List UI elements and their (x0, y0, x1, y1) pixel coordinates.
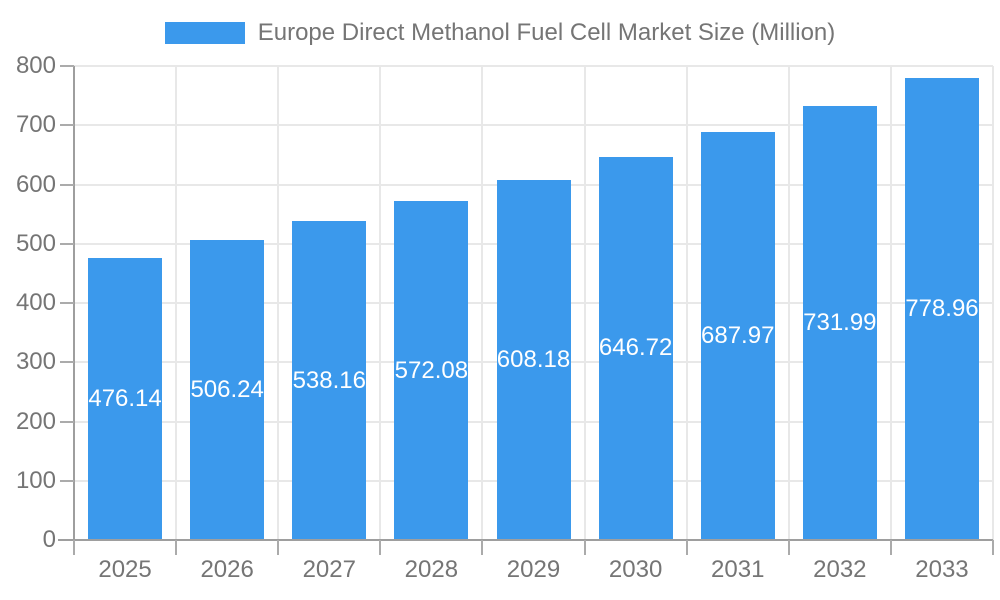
x-axis-tick (175, 540, 178, 555)
y-axis-tick (60, 183, 74, 186)
y-tick-label: 100 (15, 466, 56, 494)
x-axis-line (58, 539, 993, 541)
gridline-vertical (583, 66, 586, 540)
bar-value-label: 778.96 (905, 295, 979, 323)
y-tick-label: 300 (15, 348, 56, 376)
bar-value-label: 538.16 (292, 366, 366, 394)
gridline-vertical (481, 66, 484, 540)
gridline-horizontal (74, 65, 993, 67)
x-axis-tick (685, 540, 688, 555)
x-tick-label: 2026 (200, 556, 254, 583)
bar-2033[interactable]: 778.96 (904, 78, 979, 540)
bar-value-label: 608.18 (496, 345, 571, 373)
y-tick-label: 700 (15, 111, 56, 139)
legend-swatch[interactable] (164, 22, 245, 44)
x-axis-tick (481, 540, 484, 555)
bar-2025[interactable]: 476.14 (88, 257, 163, 540)
bar-2030[interactable]: 646.72 (598, 156, 673, 540)
x-tick-label: 2025 (98, 556, 152, 583)
bar-value-label: 476.14 (88, 384, 162, 412)
bar-value-label: 687.97 (701, 322, 775, 350)
y-axis-tick (60, 65, 74, 67)
bar-value-label: 731.99 (803, 309, 877, 337)
gridline-vertical (277, 66, 280, 540)
gridline-vertical (175, 66, 178, 540)
gridline-vertical (379, 66, 382, 540)
y-axis-tick (60, 124, 74, 127)
y-tick-label: 800 (15, 52, 56, 79)
y-tick-label: 200 (15, 407, 56, 435)
y-tick-label: 0 (42, 526, 56, 553)
y-tick-label: 500 (15, 229, 56, 257)
x-axis-tick (787, 540, 790, 555)
y-axis-line (73, 66, 75, 555)
x-axis-tick (277, 540, 280, 555)
bar-2031[interactable]: 687.97 (700, 132, 775, 540)
y-axis-tick (60, 361, 74, 364)
gridline-vertical (787, 66, 790, 540)
gridline-horizontal (74, 124, 993, 127)
y-tick-label: 600 (15, 170, 56, 198)
y-tick-label: 400 (15, 289, 56, 316)
x-tick-label: 2032 (813, 556, 867, 583)
bar-2032[interactable]: 731.99 (802, 106, 877, 540)
bar-value-label: 646.72 (598, 334, 673, 362)
x-tick-label: 2031 (711, 556, 765, 583)
bar-value-label: 506.24 (190, 376, 264, 404)
x-tick-label: 2029 (506, 556, 561, 583)
x-axis-tick (992, 540, 994, 555)
bar-2027[interactable]: 538.16 (292, 221, 367, 540)
y-axis-tick (60, 242, 74, 245)
y-axis-tick (60, 479, 74, 482)
gridline-vertical (889, 66, 892, 540)
x-tick-label: 2027 (302, 556, 356, 583)
bar-2028[interactable]: 572.08 (394, 201, 469, 540)
gridline-vertical (685, 66, 688, 540)
bar-2026[interactable]: 506.24 (190, 240, 265, 540)
bar-value-label: 572.08 (394, 356, 469, 384)
x-axis-tick (73, 540, 75, 555)
plot-area: 476.14 506.24 538.16 572.08 608.18 646.72 687.… (74, 65, 994, 540)
chart-title[interactable]: Europe Direct Methanol Fuel Cell Market … (257, 19, 836, 46)
gridline-vertical (992, 66, 994, 540)
y-axis-tick (60, 420, 74, 423)
bar-2029[interactable]: 608.18 (496, 179, 571, 540)
x-tick-label: 2030 (608, 556, 663, 583)
legend: Europe Direct Methanol Fuel Cell Market … (0, 19, 1000, 47)
x-axis-tick (583, 540, 586, 555)
x-axis-tick (379, 540, 382, 555)
x-tick-label: 2028 (404, 556, 459, 583)
y-axis-tick (60, 302, 74, 304)
x-axis-tick (889, 540, 892, 555)
x-tick-label: 2033 (915, 556, 969, 583)
